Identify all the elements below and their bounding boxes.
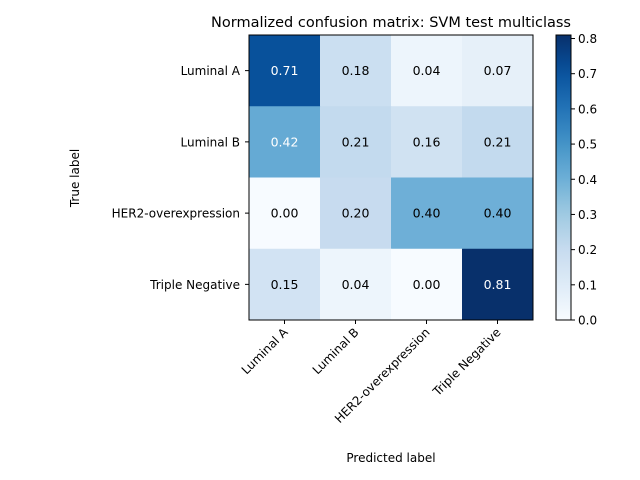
chart-title: Normalized confusion matrix: SVM test mu… xyxy=(211,15,571,31)
colorbar-tick-label: 0.3 xyxy=(578,208,597,222)
y-tick-label: Triple Negative xyxy=(149,278,240,292)
heatmap-cell xyxy=(462,35,534,107)
colorbar-tick-label: 0.1 xyxy=(578,278,597,292)
cell-value-label: 0.40 xyxy=(413,206,441,221)
x-tick-label: Triple Negative xyxy=(429,325,503,399)
cell-value-label: 0.00 xyxy=(271,206,299,221)
colorbar-tick-label: 0.2 xyxy=(578,243,597,257)
heatmap-cell xyxy=(462,106,534,178)
heatmap-cell xyxy=(249,106,321,178)
cell-value-label: 0.07 xyxy=(484,63,512,78)
y-axis-label: True label xyxy=(68,149,82,208)
colorbar-tick-label: 0.0 xyxy=(578,314,597,328)
heatmap-cell xyxy=(391,35,463,107)
colorbar-tick-label: 0.4 xyxy=(578,173,597,187)
heatmap-cell xyxy=(462,248,534,321)
heatmap-cell xyxy=(320,106,392,178)
y-axis-ticks: Luminal A Luminal B HER2-overexpression Tri… xyxy=(112,64,249,292)
cell-value-label: 0.81 xyxy=(484,277,512,292)
x-tick-label: Luminal B xyxy=(310,325,362,377)
cell-value-label: 0.18 xyxy=(342,63,370,78)
colorbar-tick-label: 0.6 xyxy=(578,102,597,116)
heatmap-cell xyxy=(391,177,463,250)
cell-value-label: 0.71 xyxy=(271,63,299,78)
cell-value-label: 0.04 xyxy=(342,277,370,292)
heatmap-cell xyxy=(249,248,321,321)
y-tick-label: Luminal B xyxy=(181,135,240,149)
cell-value-label: 0.04 xyxy=(413,63,441,78)
heatmap-cell xyxy=(320,35,392,107)
heatmap-cell xyxy=(249,35,321,107)
heatmap-cell xyxy=(391,248,463,321)
x-axis-ticks: Luminal A Luminal BHER2-overexpressionTri… xyxy=(239,320,504,426)
cell-value-label: 0.40 xyxy=(484,206,512,221)
cell-value-label: 0.15 xyxy=(271,277,299,292)
heatmap-cell xyxy=(320,248,392,321)
colorbar: 0.0 0.1 0.2 0.3 0.4 0.5 0.6 0.7 0.8 xyxy=(555,32,597,328)
colorbar-tick-label: 0.8 xyxy=(578,32,597,46)
x-tick-label: Luminal A xyxy=(239,325,291,377)
cell-value-label: 0.20 xyxy=(342,206,370,221)
cell-value-label: 0.42 xyxy=(271,134,299,149)
heatmap-cell xyxy=(391,106,463,178)
x-axis-label: Predicted label xyxy=(346,451,435,465)
cell-value-label: 0.21 xyxy=(484,134,512,149)
y-tick-label: Luminal A xyxy=(181,64,241,78)
cell-value-label: 0.00 xyxy=(413,277,441,292)
heatmap-cell xyxy=(462,177,534,250)
colorbar-tick-label: 0.5 xyxy=(578,138,597,152)
heatmap-cells: 0.71 0.18 0.04 0.07 0.42 0.21 0.16 0.21 0.00 0.20… xyxy=(249,35,534,321)
colorbar-tick-label: 0.7 xyxy=(578,67,597,81)
heatmap-cell xyxy=(249,177,321,250)
colorbar-gradient xyxy=(555,34,572,321)
heatmap-cell xyxy=(320,177,392,250)
y-tick-label: HER2-overexpression xyxy=(112,207,240,221)
cell-value-label: 0.16 xyxy=(413,134,441,149)
cell-value-label: 0.21 xyxy=(342,134,370,149)
plot-frame xyxy=(248,34,534,321)
